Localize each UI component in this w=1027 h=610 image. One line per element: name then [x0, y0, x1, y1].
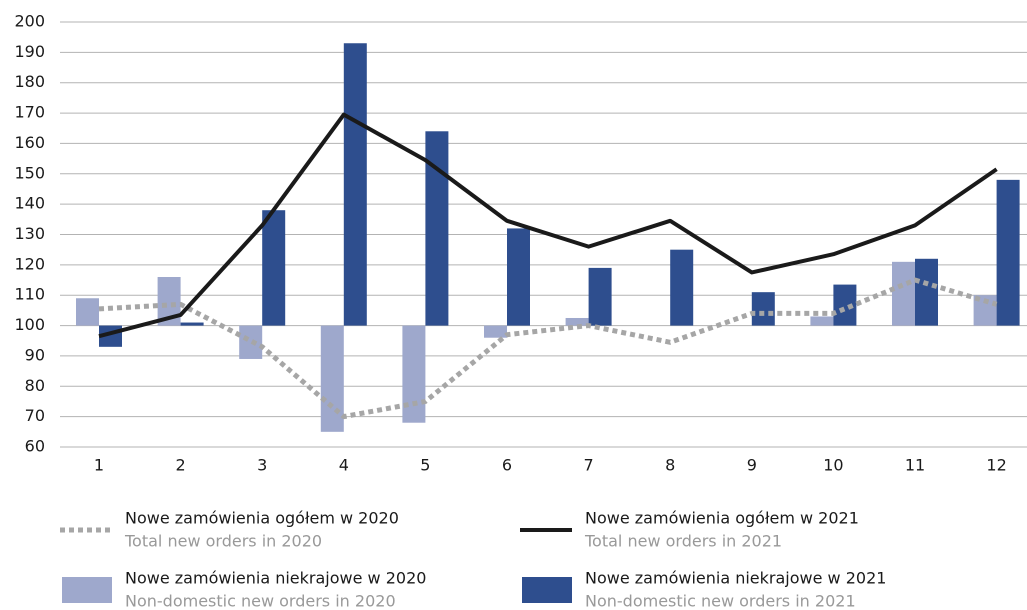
- y-tick-label: 140: [14, 194, 45, 213]
- y-tick-label: 70: [25, 406, 45, 425]
- y-tick-label: 90: [25, 345, 45, 364]
- legend-marker: [522, 577, 572, 603]
- bar: [833, 284, 857, 326]
- legend-label-en: Total new orders in 2021: [584, 532, 782, 551]
- x-tick-label: 1: [94, 456, 104, 475]
- x-tick-label: 10: [823, 456, 843, 475]
- bar: [507, 228, 530, 326]
- bar: [239, 325, 263, 359]
- bar: [751, 292, 775, 326]
- line: [98, 277, 998, 420]
- line: [98, 112, 998, 339]
- y-tick-label: 100: [14, 315, 45, 334]
- bar: [892, 261, 915, 326]
- bar: [484, 325, 507, 338]
- y-tick-label: 80: [25, 376, 45, 395]
- x-tick-label: 11: [905, 456, 925, 475]
- x-tick-label: 3: [257, 456, 267, 475]
- bar: [810, 316, 834, 326]
- x-tick-label: 7: [584, 456, 594, 475]
- legend-label: Nowe zamówienia ogółem w 2021: [585, 509, 859, 528]
- y-tick-label: 170: [14, 103, 45, 122]
- y-tick-label: 190: [14, 42, 45, 61]
- x-tick-label: 4: [339, 456, 349, 475]
- x-tick-label: 6: [502, 456, 512, 475]
- x-tick-label: 8: [665, 456, 675, 475]
- x-tick-label: 12: [986, 456, 1006, 475]
- legend-label-en: Non-domestic new orders in 2020: [125, 592, 396, 610]
- legend-label: Nowe zamówienia niekrajowe w 2020: [125, 569, 426, 588]
- legend-label: Nowe zamówienia ogółem w 2020: [125, 509, 399, 528]
- y-tick-label: 60: [25, 437, 45, 456]
- x-tick-label: 2: [176, 456, 186, 475]
- bar: [402, 325, 426, 423]
- y-tick-label: 110: [14, 285, 45, 304]
- bar: [262, 210, 286, 326]
- bar: [157, 277, 181, 326]
- bar: [973, 295, 997, 326]
- y-tick-label: 130: [14, 224, 45, 243]
- y-tick-label: 200: [14, 12, 45, 31]
- bar: [320, 325, 344, 432]
- bar: [996, 179, 1020, 326]
- bar: [425, 131, 449, 326]
- y-tick-label: 150: [14, 163, 45, 182]
- legend-label: Nowe zamówienia niekrajowe w 2021: [585, 569, 886, 588]
- x-tick-label: 5: [420, 456, 430, 475]
- y-tick-label: 160: [14, 133, 45, 152]
- y-tick-label: 120: [14, 254, 45, 273]
- bar: [343, 43, 367, 326]
- x-tick-label: 9: [747, 456, 757, 475]
- bar: [670, 249, 694, 326]
- bar: [565, 317, 589, 326]
- bar: [915, 258, 938, 326]
- bar: [180, 322, 204, 326]
- y-tick-label: 180: [14, 72, 45, 91]
- bar: [76, 298, 99, 326]
- legend-label-en: Non-domestic new orders in 2021: [585, 592, 856, 610]
- legend-marker: [62, 577, 112, 603]
- bar: [588, 267, 612, 326]
- legend-label-en: Total new orders in 2020: [124, 532, 322, 551]
